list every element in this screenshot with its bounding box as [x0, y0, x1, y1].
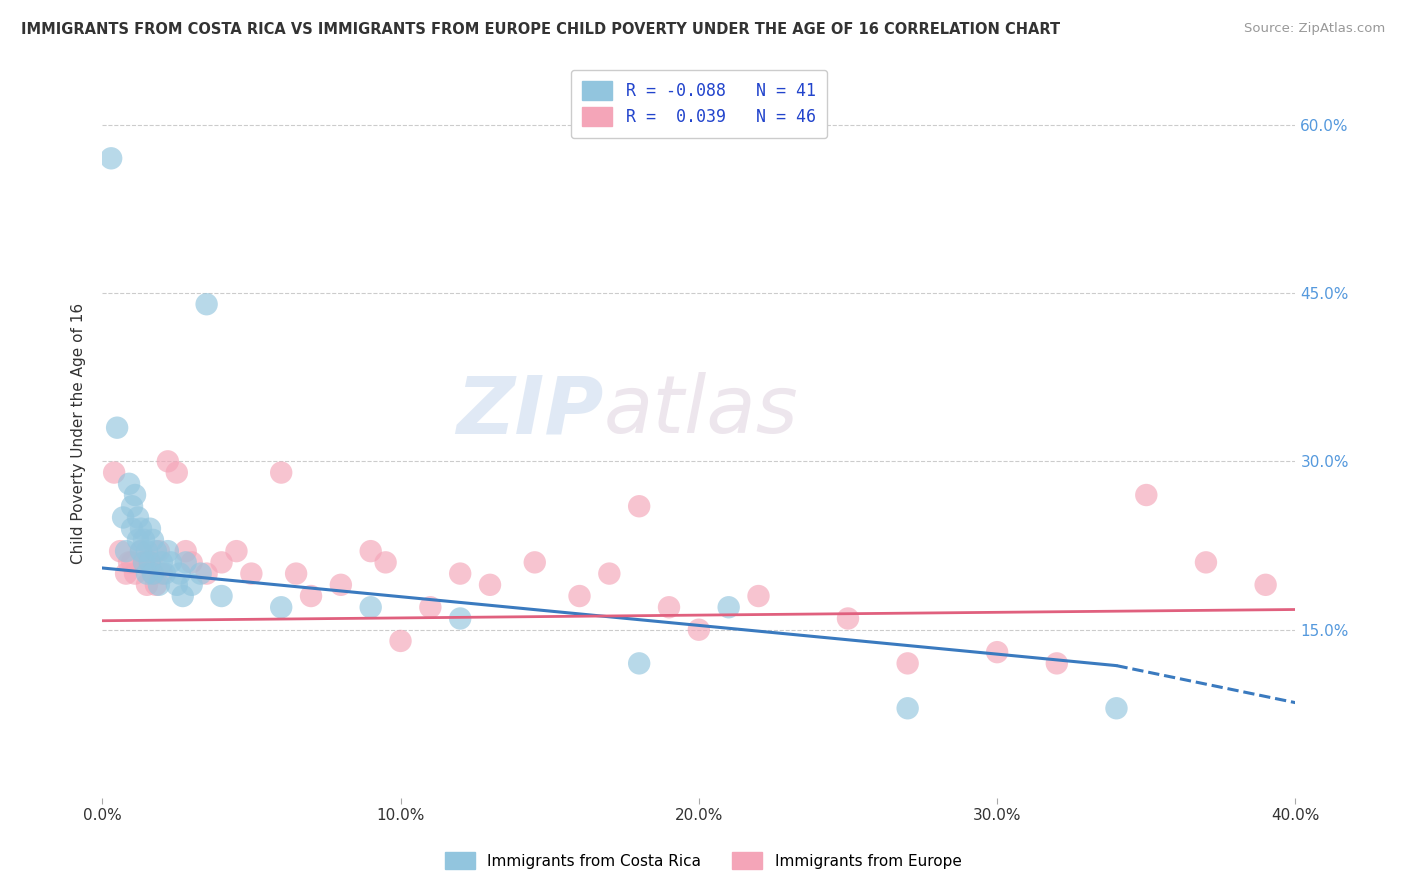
- Point: [180, 578, 202, 592]
- Point: [150, 566, 173, 581]
- Point: [105, 420, 128, 434]
- Point: [658, 600, 681, 615]
- Point: [103, 466, 125, 480]
- Point: [360, 544, 382, 558]
- Point: [479, 578, 502, 592]
- Point: [142, 533, 165, 547]
- Point: [174, 555, 197, 569]
- Point: [139, 555, 162, 569]
- Point: [299, 589, 322, 603]
- Point: [225, 544, 247, 558]
- Text: Source: ZipAtlas.com: Source: ZipAtlas.com: [1244, 22, 1385, 36]
- Point: [986, 645, 1008, 659]
- Point: [688, 623, 710, 637]
- Point: [717, 600, 740, 615]
- Point: [145, 578, 167, 592]
- Point: [132, 533, 155, 547]
- Point: [124, 488, 146, 502]
- Point: [156, 544, 179, 558]
- Point: [129, 544, 152, 558]
- Point: [195, 297, 218, 311]
- Point: [897, 701, 920, 715]
- Point: [1105, 701, 1128, 715]
- Text: IMMIGRANTS FROM COSTA RICA VS IMMIGRANTS FROM EUROPE CHILD POVERTY UNDER THE AGE: IMMIGRANTS FROM COSTA RICA VS IMMIGRANTS…: [21, 22, 1060, 37]
- Point: [628, 500, 651, 514]
- Point: [121, 555, 143, 569]
- Point: [374, 555, 396, 569]
- Point: [112, 510, 135, 524]
- Point: [1135, 488, 1157, 502]
- Point: [115, 566, 138, 581]
- Point: [132, 555, 155, 569]
- Point: [449, 566, 471, 581]
- Point: [115, 544, 138, 558]
- Point: [190, 566, 212, 581]
- Text: ZIP: ZIP: [456, 372, 603, 450]
- Point: [136, 566, 159, 581]
- Point: [172, 589, 194, 603]
- Point: [100, 151, 122, 165]
- Point: [129, 522, 152, 536]
- Point: [270, 600, 292, 615]
- Legend: Immigrants from Costa Rica, Immigrants from Europe: Immigrants from Costa Rica, Immigrants f…: [439, 846, 967, 875]
- Point: [174, 544, 197, 558]
- Point: [124, 566, 146, 581]
- Point: [108, 544, 131, 558]
- Point: [148, 578, 170, 592]
- Point: [747, 589, 769, 603]
- Point: [449, 611, 471, 625]
- Point: [145, 544, 167, 558]
- Point: [360, 600, 382, 615]
- Point: [132, 555, 155, 569]
- Point: [598, 566, 620, 581]
- Point: [211, 589, 233, 603]
- Point: [1254, 578, 1277, 592]
- Point: [568, 589, 591, 603]
- Point: [127, 533, 149, 547]
- Point: [121, 522, 143, 536]
- Point: [195, 566, 218, 581]
- Point: [837, 611, 859, 625]
- Legend: R = -0.088   N = 41, R =  0.039   N = 46: R = -0.088 N = 41, R = 0.039 N = 46: [571, 70, 827, 138]
- Point: [169, 566, 191, 581]
- Point: [389, 634, 412, 648]
- Point: [118, 476, 141, 491]
- Point: [153, 566, 176, 581]
- Point: [129, 544, 152, 558]
- Point: [180, 555, 202, 569]
- Point: [419, 600, 441, 615]
- Point: [142, 566, 165, 581]
- Point: [136, 578, 159, 592]
- Y-axis label: Child Poverty Under the Age of 16: Child Poverty Under the Age of 16: [72, 302, 86, 564]
- Point: [1195, 555, 1218, 569]
- Point: [166, 578, 188, 592]
- Point: [523, 555, 546, 569]
- Point: [136, 544, 159, 558]
- Point: [329, 578, 352, 592]
- Point: [1046, 657, 1069, 671]
- Point: [628, 657, 651, 671]
- Point: [211, 555, 233, 569]
- Text: atlas: atlas: [603, 372, 799, 450]
- Point: [270, 466, 292, 480]
- Point: [150, 555, 173, 569]
- Point: [139, 555, 162, 569]
- Point: [240, 566, 263, 581]
- Point: [121, 500, 143, 514]
- Point: [139, 522, 162, 536]
- Point: [897, 657, 920, 671]
- Point: [118, 555, 141, 569]
- Point: [142, 566, 165, 581]
- Point: [285, 566, 308, 581]
- Point: [127, 510, 149, 524]
- Point: [156, 454, 179, 468]
- Point: [148, 544, 170, 558]
- Point: [166, 466, 188, 480]
- Point: [159, 555, 181, 569]
